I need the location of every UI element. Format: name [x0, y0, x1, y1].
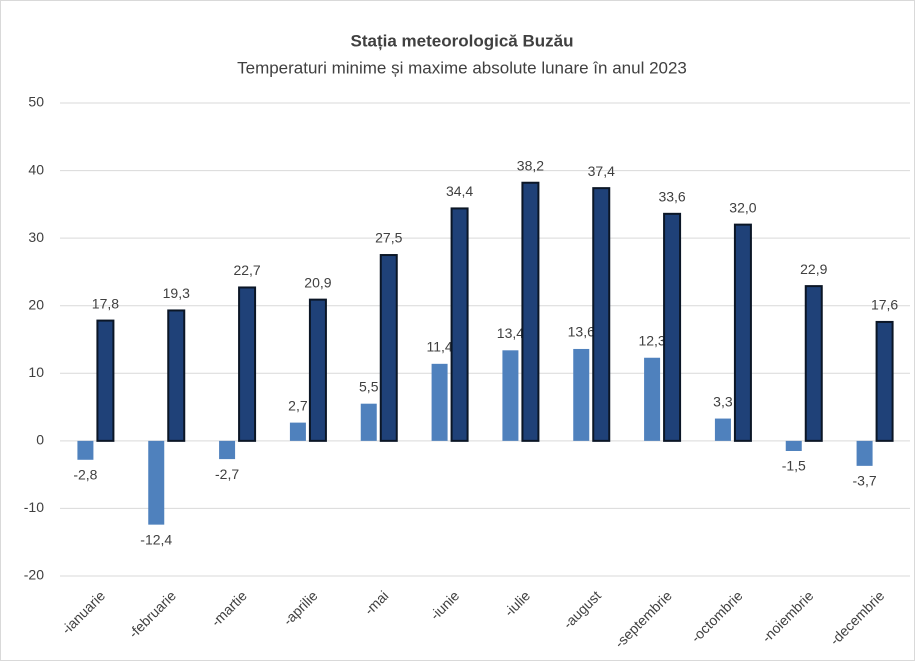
value-label: 17,8 [92, 295, 119, 311]
bar [856, 440, 873, 466]
bar [521, 181, 540, 442]
bar [663, 212, 682, 442]
bar [96, 319, 115, 442]
value-label: 38,2 [517, 157, 544, 173]
value-label: -2,8 [73, 466, 97, 482]
y-tick-label: 50 [28, 94, 44, 110]
value-label: 22,7 [233, 262, 260, 278]
bar [785, 440, 802, 451]
value-label: -1,5 [782, 458, 806, 474]
bar [431, 363, 448, 441]
value-label: 33,6 [658, 189, 685, 205]
bar [733, 223, 752, 442]
y-tick-label: -10 [24, 499, 44, 515]
bar [714, 418, 731, 441]
y-tick-label: 10 [28, 364, 44, 380]
value-label: 3,3 [713, 393, 733, 409]
value-label: -2,7 [215, 466, 239, 482]
value-label: 13,4 [497, 325, 524, 341]
value-label: 12,3 [638, 332, 665, 348]
y-tick-label: 0 [36, 432, 44, 448]
bar [148, 440, 165, 525]
bar [502, 350, 519, 441]
value-label: 17,6 [871, 297, 898, 313]
value-label: 13,6 [568, 324, 595, 340]
value-label: 27,5 [375, 230, 402, 246]
value-label: 11,4 [426, 339, 452, 355]
bar [289, 422, 306, 441]
value-label: 37,4 [588, 163, 615, 179]
value-label: 19,3 [163, 285, 190, 301]
y-tick-label: 20 [28, 296, 44, 312]
chart-subtitle: Temperaturi minime și maxime absolute lu… [237, 58, 687, 77]
value-label: -3,7 [853, 473, 877, 489]
bar [644, 357, 661, 441]
bar [379, 254, 398, 442]
value-label: -12,4 [140, 531, 172, 547]
chart-title: Stația meteorologică Buzău [351, 31, 574, 50]
value-label: 34,4 [446, 183, 473, 199]
bar [238, 286, 257, 442]
value-label: 20,9 [304, 274, 331, 290]
bar [219, 440, 236, 460]
value-label: 32,0 [729, 199, 756, 215]
value-label: 22,9 [800, 261, 827, 277]
bar [167, 309, 186, 442]
bar [592, 187, 611, 442]
value-label: 2,7 [288, 397, 308, 413]
y-tick-label: -20 [24, 567, 44, 583]
value-label: 5,5 [359, 378, 379, 394]
bar [77, 440, 94, 460]
bar [573, 348, 590, 441]
y-tick-label: 30 [28, 229, 44, 245]
bar [360, 403, 377, 441]
bar [804, 285, 823, 442]
bar [450, 207, 469, 442]
bar [875, 320, 894, 442]
bar [308, 298, 327, 442]
y-tick-label: 40 [28, 161, 44, 177]
